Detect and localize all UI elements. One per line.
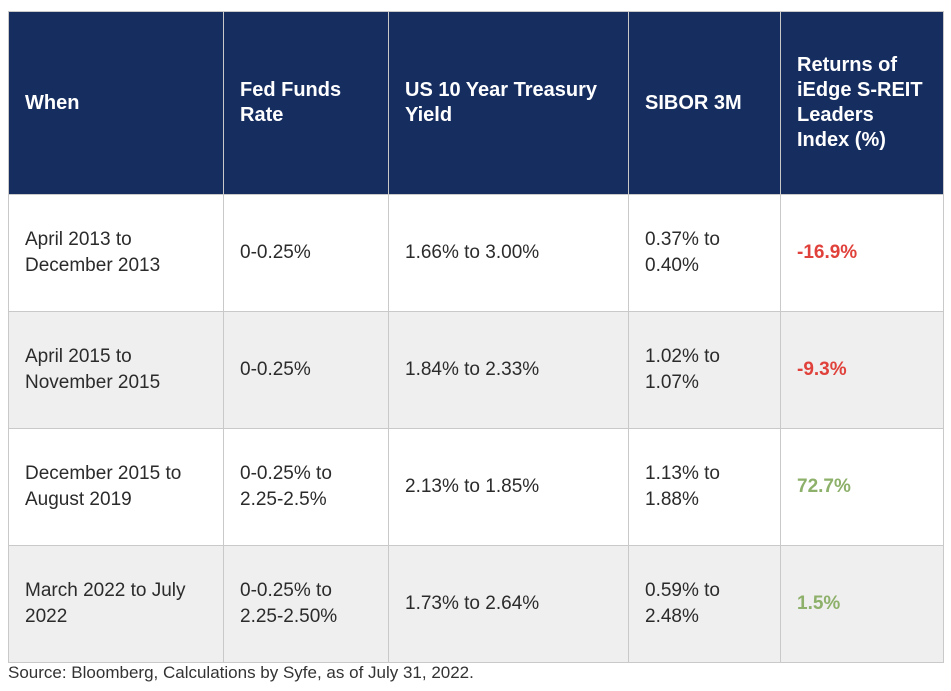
cell-us10y: 1.66% to 3.00% [388,194,629,312]
cell-sibor: 0.59% to 2.48% [628,545,781,663]
header-sibor-3m: SIBOR 3M [628,11,781,195]
cell-returns: 72.7% [780,428,944,546]
header-fed-funds-rate: Fed Funds Rate [223,11,389,195]
cell-us10y: 1.73% to 2.64% [388,545,629,663]
cell-fed-funds: 0-0.25% [223,311,389,429]
cell-returns: -9.3% [780,311,944,429]
cell-sibor: 1.13% to 1.88% [628,428,781,546]
header-returns: Returns of iEdge S-REIT Leaders Index (%… [780,11,944,195]
rates-table: When Fed Funds Rate US 10 Year Treasury … [8,11,944,663]
table-row: December 2015 to August 2019 0-0.25% to … [8,428,944,546]
cell-when: March 2022 to July 2022 [8,545,224,663]
cell-fed-funds: 0-0.25% to 2.25-2.50% [223,545,389,663]
source-note: Source: Bloomberg, Calculations by Syfe,… [8,663,474,682]
cell-when: April 2013 to December 2013 [8,194,224,312]
header-when: When [8,11,224,195]
cell-sibor: 1.02% to 1.07% [628,311,781,429]
header-us-10-year-treasury-yield: US 10 Year Treasury Yield [388,11,629,195]
cell-fed-funds: 0-0.25% [223,194,389,312]
cell-us10y: 2.13% to 1.85% [388,428,629,546]
cell-when: April 2015 to November 2015 [8,311,224,429]
cell-us10y: 1.84% to 2.33% [388,311,629,429]
cell-sibor: 0.37% to 0.40% [628,194,781,312]
cell-fed-funds: 0-0.25% to 2.25-2.5% [223,428,389,546]
table-row: March 2022 to July 2022 0-0.25% to 2.25-… [8,545,944,663]
header-row: When Fed Funds Rate US 10 Year Treasury … [8,11,944,195]
table-row: April 2015 to November 2015 0-0.25% 1.84… [8,311,944,429]
cell-when: December 2015 to August 2019 [8,428,224,546]
cell-returns: -16.9% [780,194,944,312]
cell-returns: 1.5% [780,545,944,663]
table-row: April 2013 to December 2013 0-0.25% 1.66… [8,194,944,312]
